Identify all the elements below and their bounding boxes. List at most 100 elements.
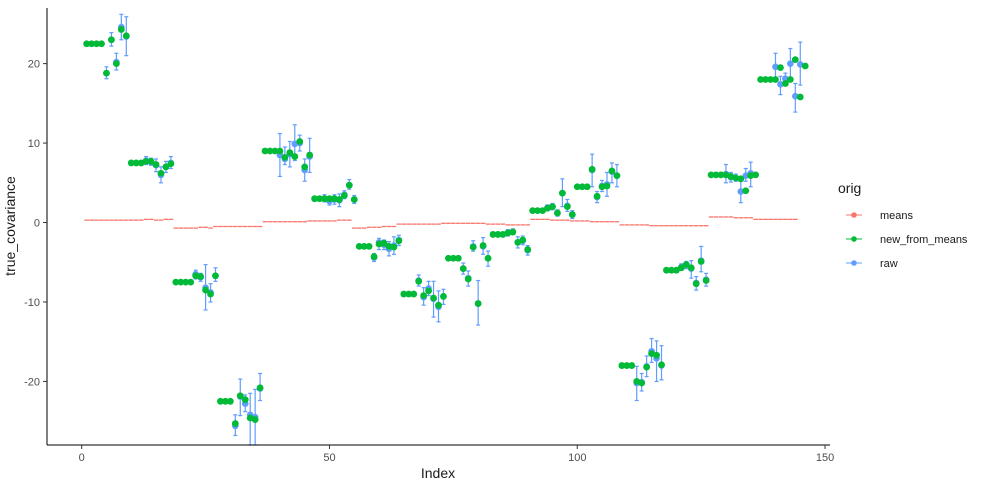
new-from-means-point <box>241 396 249 404</box>
x-axis-title: Index <box>421 465 455 481</box>
new-from-means-point <box>83 40 91 48</box>
new-from-means-point <box>202 286 209 294</box>
new-from-means-point <box>534 207 542 215</box>
legend-key-point <box>851 236 857 242</box>
new-from-means-point <box>311 195 319 203</box>
new-from-means-point <box>767 76 774 83</box>
new-from-means-point <box>360 242 368 250</box>
new-from-means-point <box>142 157 150 165</box>
new-from-means-point <box>653 351 660 359</box>
new-from-means-point <box>469 243 477 251</box>
y-tick-label: 0 <box>34 218 40 230</box>
new-from-means-point <box>593 192 601 200</box>
new-from-means-point <box>117 26 125 33</box>
means-series <box>84 216 798 229</box>
new-from-means-point <box>474 300 482 307</box>
new-from-means-point <box>454 254 462 262</box>
new-from-means-point <box>306 151 314 159</box>
new-from-means-point <box>157 169 165 177</box>
new-from-means-point <box>464 275 472 283</box>
new-from-means-point <box>187 278 195 286</box>
new-from-means-point <box>271 147 279 155</box>
new-from-means-point <box>226 397 234 405</box>
new-from-means-point <box>489 231 497 238</box>
new-from-means-point <box>261 147 269 155</box>
new-from-means-point <box>172 278 180 286</box>
legend-key-point <box>851 260 857 266</box>
new-from-means-point <box>638 379 646 387</box>
new-from-means-point <box>301 163 309 171</box>
y-tick-label: -20 <box>24 376 40 388</box>
new-from-means-point <box>717 171 725 179</box>
new-from-means-point <box>108 36 115 44</box>
new-from-means-point <box>786 76 794 83</box>
new-from-means-point <box>742 187 750 195</box>
new-from-means-point <box>93 40 100 48</box>
new-from-means-point <box>197 273 205 280</box>
new-from-means-point <box>449 254 457 262</box>
new-from-means-point <box>801 62 809 70</box>
new-from-means-point <box>568 211 576 218</box>
new-from-means-point <box>276 147 284 155</box>
y-tick-label: 10 <box>28 138 40 150</box>
new-from-means-point <box>370 253 378 261</box>
new-from-means-point <box>162 163 170 171</box>
new-from-means-point <box>772 76 779 83</box>
y-tick-label: -10 <box>24 297 40 309</box>
new-from-means-point <box>365 242 373 250</box>
raw-point <box>772 63 779 71</box>
new-from-means-point <box>697 258 705 265</box>
raw-point <box>787 60 794 67</box>
new-from-means-point <box>712 171 720 179</box>
new-from-means-point <box>321 195 328 203</box>
new-from-means-point <box>494 231 502 238</box>
new-from-means-point <box>217 397 224 405</box>
new-from-means-point <box>445 254 452 262</box>
new-from-means-point <box>286 149 294 157</box>
new-from-means-point <box>702 277 710 284</box>
new-from-means-point <box>251 416 259 423</box>
new-from-means-point <box>395 237 403 245</box>
new-from-means-point <box>608 167 616 175</box>
new-from-means-point <box>524 246 532 253</box>
new-from-means-point <box>628 362 636 369</box>
y-tick-label: 20 <box>28 59 40 71</box>
new-from-means-point <box>420 292 428 300</box>
new-from-means-point <box>558 189 566 197</box>
new-from-means-point <box>316 195 323 203</box>
new-from-means-point <box>529 207 537 215</box>
new-from-means-point <box>687 264 695 272</box>
new-from-means-point <box>757 76 765 83</box>
new-from-means-point <box>335 196 343 203</box>
y-axis-ticks: -20 -10 0 10 20 <box>24 59 47 388</box>
new-from-means-point <box>355 242 363 250</box>
new-from-means-point <box>425 287 432 295</box>
new-from-means-point <box>122 32 130 40</box>
new-from-means-point <box>236 392 244 400</box>
x-axis-ticks: 0 50 100 150 <box>79 445 834 464</box>
legend-key-point <box>851 212 857 218</box>
new-from-means-point <box>281 153 289 161</box>
new-from-means-point <box>340 192 348 199</box>
new-from-means-point <box>658 361 665 369</box>
new-from-means-point <box>623 362 631 369</box>
new-from-means-point <box>677 264 685 272</box>
raw-point <box>792 92 799 100</box>
raw-point <box>777 80 784 88</box>
new-from-means-point <box>573 183 581 191</box>
x-tick-label: 150 <box>816 452 834 464</box>
new-from-means-point <box>682 261 690 269</box>
new-from-means-point <box>98 40 105 48</box>
new-from-means-point <box>212 272 219 280</box>
new-from-means-point <box>380 239 388 247</box>
new-from-means-point <box>222 397 229 405</box>
new-from-means-point <box>167 160 175 168</box>
new-from-means-point <box>291 153 299 160</box>
new-from-means-point <box>400 290 408 298</box>
new-from-means-point <box>668 266 675 274</box>
new-from-means-point <box>410 290 418 298</box>
new-from-means-point <box>345 181 353 189</box>
new-from-means-point <box>613 172 621 180</box>
new-from-means-point <box>618 362 626 369</box>
